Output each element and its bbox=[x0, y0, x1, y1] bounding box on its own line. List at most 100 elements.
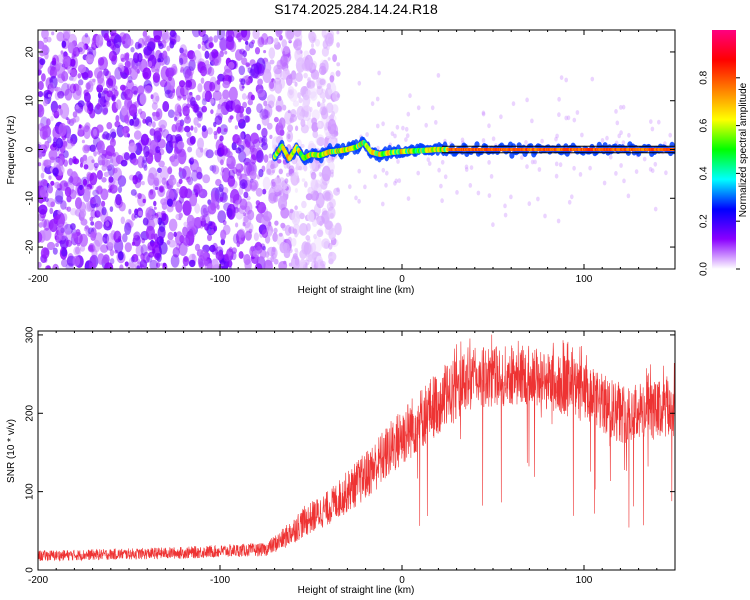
spectrogram-faint-cell bbox=[318, 171, 323, 177]
spectrogram-noise-cell bbox=[42, 125, 52, 138]
spectrogram-noise-cell bbox=[162, 129, 170, 139]
spectrogram-noise-cell bbox=[226, 208, 233, 218]
spectrogram-noise-cell bbox=[185, 79, 193, 88]
spectrogram-noise-cell bbox=[158, 160, 165, 168]
spectrogram-noise-cell bbox=[205, 149, 214, 159]
spectrogram-noise-cell bbox=[174, 103, 181, 113]
spectrogram-faint-cell bbox=[455, 190, 459, 195]
spectrogram-noise-cell bbox=[188, 94, 193, 100]
spectrogram-noise-cell bbox=[266, 168, 272, 175]
spectrogram-noise-cell bbox=[50, 201, 56, 208]
spectrogram-faint-cell bbox=[322, 98, 326, 103]
spectrogram-noise-cell bbox=[219, 50, 224, 58]
spectrogram-noise-cell bbox=[46, 36, 52, 43]
spectrogram-noise-cell bbox=[209, 98, 215, 104]
spectrogram-noise-cell bbox=[130, 47, 135, 53]
spectrogram-noise-cell bbox=[117, 175, 127, 187]
spectrogram-noise-cell bbox=[210, 228, 215, 235]
spectrogram-noise-cell bbox=[47, 83, 54, 95]
spectrogram-noise-cell bbox=[311, 260, 319, 269]
colorbar-tick-label: 0.2 bbox=[699, 214, 710, 228]
spectrogram-noise-cell bbox=[227, 260, 233, 268]
spectrogram-noise-cell bbox=[197, 112, 203, 122]
spectrogram-faint-cell bbox=[588, 165, 592, 171]
snr-frame bbox=[37, 330, 676, 571]
spectrogram-noise-cell bbox=[268, 153, 273, 159]
spectrogram-noise-cell bbox=[262, 211, 273, 222]
spectrogram-faint-cell bbox=[408, 93, 412, 99]
spectrogram-noise-cell bbox=[60, 50, 64, 55]
spectrogram-noise-cell bbox=[106, 122, 113, 130]
spectrogram-noise-cell bbox=[321, 165, 331, 182]
spectrogram-noise-cell bbox=[103, 171, 110, 178]
spectrogram-noise-cell bbox=[269, 59, 275, 65]
spectrogram-faint-cell bbox=[395, 124, 400, 130]
spectrogram-faint-cell bbox=[600, 138, 605, 143]
spectrogram-noise-cell bbox=[144, 85, 153, 94]
spectrogram-noise-cell bbox=[327, 36, 333, 45]
spectrogram-noise-cell bbox=[284, 224, 292, 236]
spectrogram-noise-cell bbox=[68, 157, 73, 166]
spectrogram-noise-cell bbox=[256, 103, 263, 114]
spectrogram-noise-cell bbox=[201, 105, 207, 113]
spectrogram-noise-cell bbox=[112, 152, 116, 157]
spectrogram-noise-cell bbox=[82, 178, 88, 186]
spectrogram-noise-cell bbox=[52, 247, 58, 255]
snr-xtick-label: -200 bbox=[28, 575, 48, 586]
spectrogram-noise-cell bbox=[212, 58, 219, 67]
spectrogram-noise-cell bbox=[270, 163, 275, 170]
spectrogram-noise-cell bbox=[227, 61, 235, 69]
spectrogram-noise-cell bbox=[232, 193, 242, 205]
spectrogram-noise-cell bbox=[321, 30, 327, 38]
spectrogram-ylabel: Frequency (Hz) bbox=[6, 116, 17, 185]
spectrogram-faint-cell bbox=[609, 154, 613, 160]
spectrogram-noise-cell bbox=[201, 98, 207, 106]
spectrogram-noise-cell bbox=[289, 208, 294, 214]
spectrogram-faint-cell bbox=[653, 206, 658, 212]
spectrogram-noise-cell bbox=[77, 64, 87, 73]
spectrogram-noise-cell bbox=[254, 47, 261, 55]
spectrogram-noise-cell bbox=[102, 131, 110, 140]
spectrogram-faint-cell bbox=[564, 115, 568, 121]
spectrogram-noise-cell bbox=[166, 167, 172, 175]
spectrogram-noise-cell bbox=[327, 57, 331, 61]
snr-ylabel: SNR (10 * v/v) bbox=[6, 419, 17, 483]
spectrogram-noise-cell bbox=[68, 175, 74, 183]
spectrogram-noise-cell bbox=[182, 255, 190, 267]
spectrogram-noise-cell bbox=[52, 263, 59, 269]
spectrogram-noise-cell bbox=[280, 207, 290, 219]
spectrogram-noise-cell bbox=[333, 187, 341, 196]
spectrogram-faint-cell bbox=[537, 167, 542, 172]
spectrogram-faint-cell bbox=[533, 159, 537, 165]
spectrogram-noise-cell bbox=[83, 125, 91, 139]
spectrogram-noise-cell bbox=[319, 91, 327, 99]
spectrogram-noise-cell bbox=[305, 193, 313, 201]
spectrogram-noise-cell bbox=[320, 102, 326, 111]
spectrogram-noise-cell bbox=[245, 40, 249, 45]
chart-title: S174.2025.284.14.24.R18 bbox=[274, 1, 438, 17]
spectrogram-noise-cell bbox=[151, 248, 156, 254]
spectrogram-noise-cell bbox=[303, 164, 308, 172]
spectrogram-noise-cell bbox=[217, 210, 227, 224]
spectrogram-faint-cell bbox=[481, 138, 486, 143]
spectrogram-noise-cell bbox=[193, 126, 198, 134]
spectrogram-noise-cell bbox=[70, 69, 78, 82]
spectrogram-noise-cell bbox=[257, 36, 265, 48]
spectrogram-noise-cell bbox=[247, 209, 255, 221]
spectrogram-faint-cell bbox=[354, 195, 358, 201]
spectrogram-noise-cell bbox=[140, 253, 145, 261]
spectrogram-noise-cell bbox=[111, 95, 115, 101]
spectrogram-noise-cell bbox=[152, 179, 159, 191]
spectrogram-noise-cell bbox=[83, 164, 89, 170]
spectrogram-noise-cell bbox=[46, 265, 51, 269]
spectrogram-noise-cell bbox=[255, 187, 263, 197]
spectrogram-noise-cell bbox=[170, 134, 177, 144]
spectrogram-noise-cell bbox=[271, 169, 275, 174]
spectrogram-noise-cell bbox=[101, 105, 108, 116]
spectrogram-noise-cell bbox=[300, 254, 305, 261]
spectrogram-noise-cell bbox=[147, 241, 155, 251]
spectrogram-noise-cell bbox=[86, 155, 95, 171]
spectrogram-noise-cell bbox=[179, 186, 188, 199]
spectrogram-noise-cell bbox=[324, 220, 333, 230]
spectrogram-noise-cell bbox=[249, 170, 257, 180]
